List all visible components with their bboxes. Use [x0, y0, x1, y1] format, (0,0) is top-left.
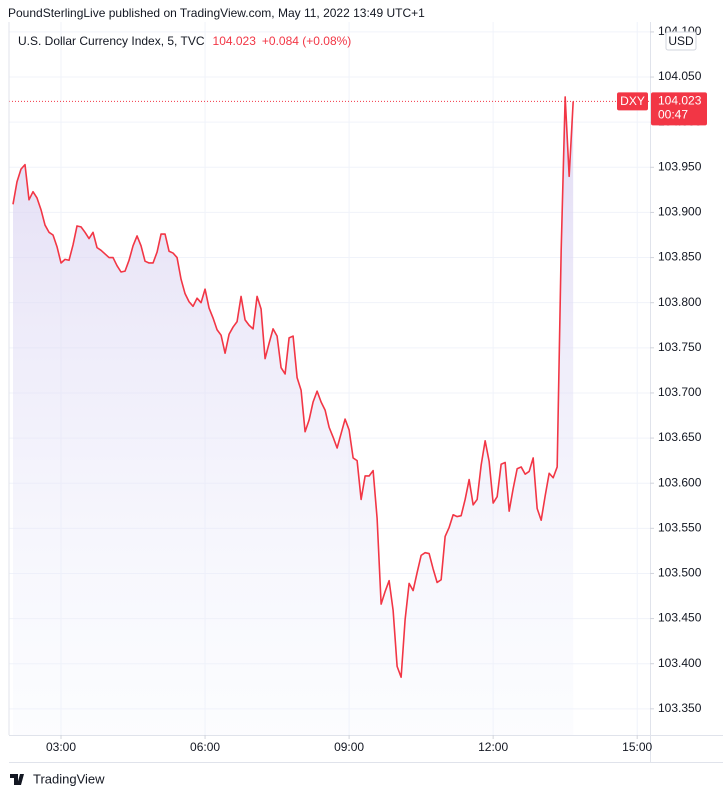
x-tick-label: 15:00: [622, 740, 652, 754]
y-tick-label: 103.400: [658, 656, 702, 670]
currency: USD: [668, 34, 694, 48]
y-tick-label: 103.700: [658, 385, 702, 399]
y-tick-label: 103.800: [658, 295, 702, 309]
y-tick-label: 103.950: [658, 159, 702, 173]
logo-text: TradingView: [33, 771, 105, 786]
x-tick-label: 09:00: [334, 740, 364, 754]
logo-icon: [10, 774, 24, 785]
x-tick-label: 06:00: [190, 740, 220, 754]
y-tick-label: 103.850: [658, 250, 702, 264]
legend: U.S. Dollar Currency Index, 5, TVC 104.02…: [18, 34, 351, 48]
symbol-label: DXY: [620, 94, 645, 108]
last-price: 104.023: [213, 34, 257, 48]
y-tick-label: 103.900: [658, 205, 702, 219]
y-tick-label: 103.350: [658, 701, 702, 715]
logo: TradingView: [10, 771, 105, 786]
y-tick-label: 103.600: [658, 475, 702, 489]
attribution: PoundSterlingLive published on TradingVi…: [8, 6, 425, 20]
y-tick-label: 103.650: [658, 430, 702, 444]
countdown: 00:47: [658, 108, 688, 122]
chart-title: U.S. Dollar Currency Index, 5, TVC: [18, 34, 205, 48]
y-tick-label: 103.750: [658, 340, 702, 354]
currency-box[interactable]: [665, 31, 697, 51]
y-tick-label: 103.450: [658, 611, 702, 625]
price-label-box: [651, 92, 707, 126]
price-label: 104.023: [658, 94, 702, 108]
x-tick-label: 03:00: [46, 740, 76, 754]
labels: 103.350 103.400 103.450 103.500 103.550 103.6…: [46, 24, 707, 754]
plot: [9, 96, 650, 735]
x-tick-label: 12:00: [478, 740, 508, 754]
y-tick-label: 103.500: [658, 566, 702, 580]
y-tick-label: 103.550: [658, 520, 702, 534]
symbol-box: [617, 92, 648, 111]
area: [13, 96, 574, 735]
line: [12, 96, 574, 679]
y-tick-label: 104.050: [658, 69, 702, 83]
price-change: +0.084 (+0.08%): [262, 34, 351, 48]
